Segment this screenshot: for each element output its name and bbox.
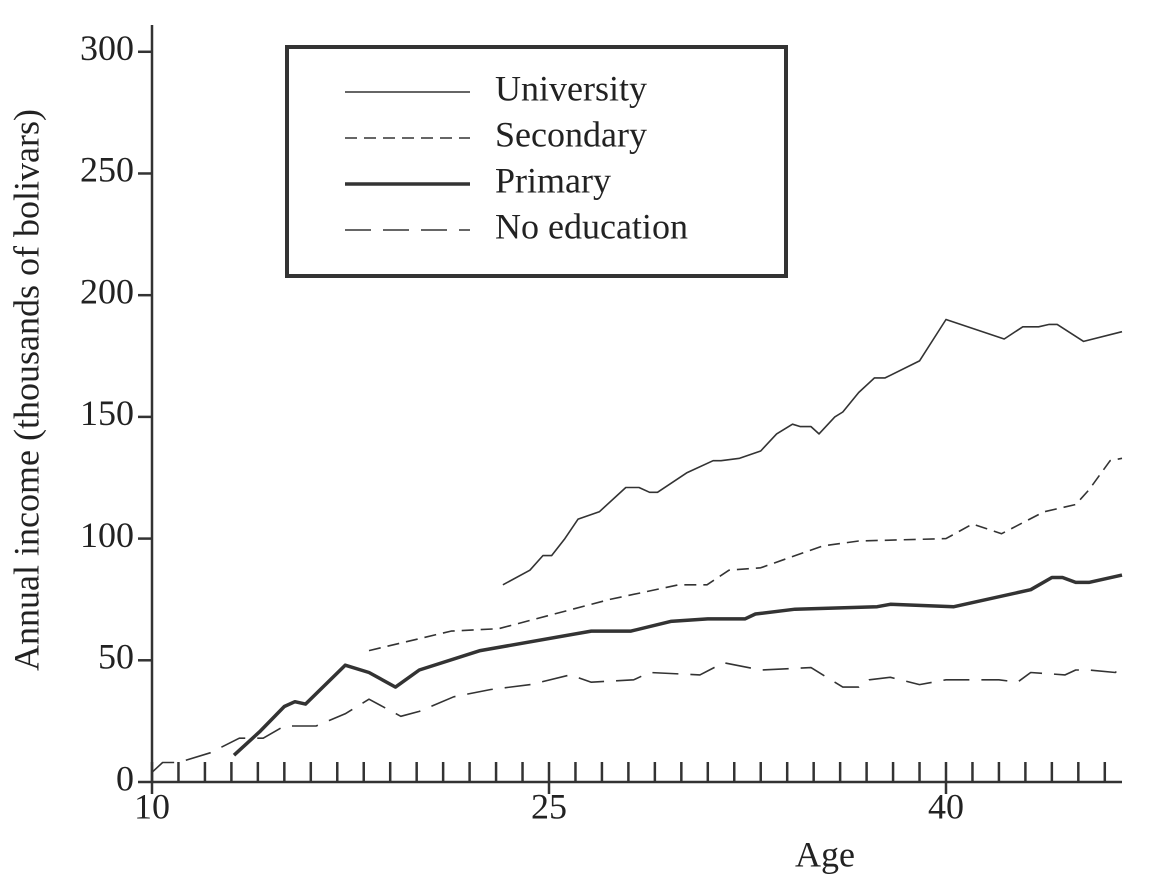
x-tick-label: 40 (928, 786, 964, 826)
legend-label: Primary (495, 160, 611, 200)
y-tick-label: 250 (80, 150, 134, 190)
series-line (151, 661, 1123, 773)
y-tick-label: 0 (116, 758, 134, 798)
y-axis-label: Annual income (thousands of bolivars) (6, 109, 46, 671)
y-tick-label: 300 (80, 28, 134, 68)
x-tick-label: 25 (531, 786, 567, 826)
y-tick-label: 150 (80, 393, 134, 433)
y-tick-label: 200 (80, 271, 134, 311)
legend-label: No education (495, 206, 688, 246)
y-tick-label: 50 (98, 637, 134, 677)
y-tick-label: 100 (80, 515, 134, 555)
x-tick-label: 10 (134, 786, 170, 826)
legend-label: University (495, 68, 647, 108)
series-line (232, 573, 1123, 757)
legend-box (285, 45, 788, 278)
legend-label: Secondary (495, 114, 647, 154)
series-line (368, 457, 1123, 652)
series-line (502, 318, 1123, 586)
x-axis-label: Age (795, 834, 855, 874)
